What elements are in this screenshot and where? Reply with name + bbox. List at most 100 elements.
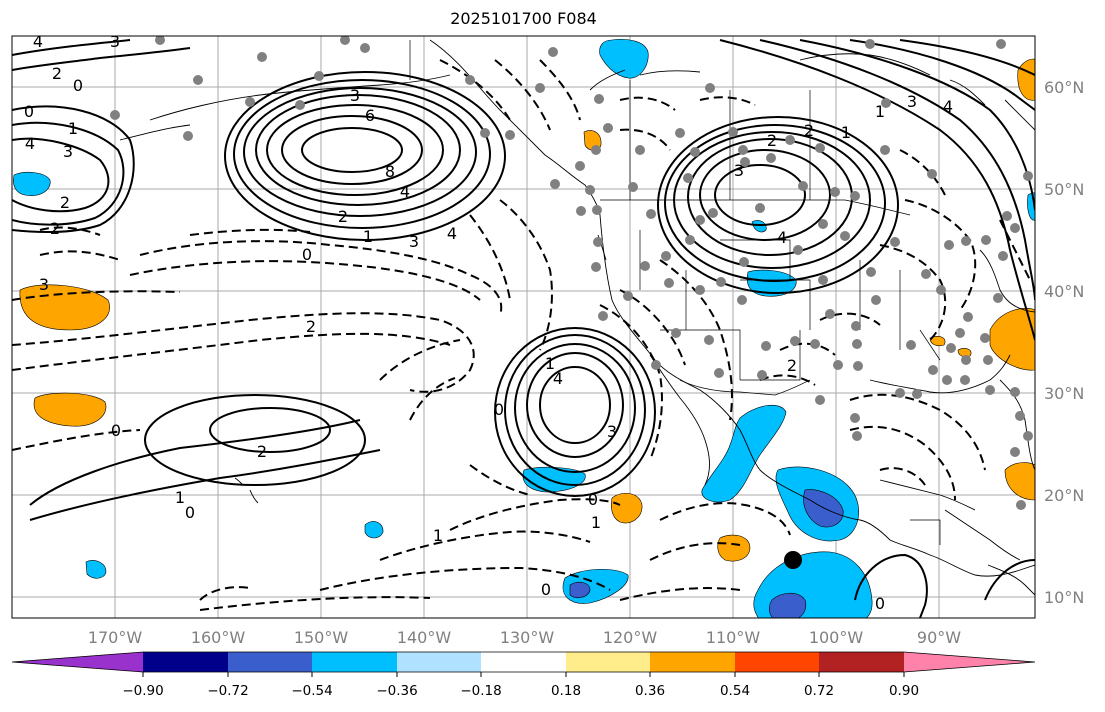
contour-label: 0 bbox=[24, 102, 34, 121]
contour-label: 6 bbox=[365, 106, 375, 125]
contour-label: 0 bbox=[302, 245, 312, 264]
longitude-label: 90°W bbox=[917, 628, 961, 647]
colorbar-bin bbox=[12, 652, 143, 672]
latitude-label: 40°N bbox=[1044, 282, 1084, 301]
strong-negative-anomaly-area bbox=[569, 581, 591, 599]
contour-label: 1 bbox=[545, 354, 555, 373]
storm-center-marker bbox=[784, 551, 802, 569]
contour-label: 4 bbox=[33, 32, 43, 51]
longitude-label: 130°W bbox=[500, 628, 555, 647]
contour-label: 2 bbox=[50, 219, 60, 238]
contour-label: 2 bbox=[767, 131, 777, 150]
negative-anomaly-area bbox=[364, 521, 384, 539]
latitude-label: 10°N bbox=[1044, 588, 1084, 607]
contour-label: 3 bbox=[110, 32, 120, 51]
contour-label: 2 bbox=[787, 356, 797, 375]
colorbar-bin bbox=[143, 652, 228, 672]
contour-label: 4 bbox=[777, 228, 787, 247]
contour-label: 1 bbox=[175, 488, 185, 507]
contour-label: 2 bbox=[306, 317, 316, 336]
strong-negative-anomaly-area bbox=[803, 489, 844, 528]
contour-label: 4 bbox=[553, 369, 563, 388]
colorbar-tick-label: −0.18 bbox=[460, 683, 501, 699]
contour-labels: 4 3 2 0 1 0 4 3 6 8 4 2 1 0 3 4 3 2 1 3 … bbox=[24, 32, 953, 613]
contour-label: 1 bbox=[68, 119, 78, 138]
contour-label: 0 bbox=[185, 503, 195, 522]
negative-anomaly-area bbox=[599, 39, 649, 79]
colorbar-bin bbox=[735, 652, 819, 672]
contour-label: 2 bbox=[60, 193, 70, 212]
contour-label: 0 bbox=[541, 580, 551, 599]
colorbar-bin bbox=[481, 652, 566, 672]
longitude-label: 140°W bbox=[397, 628, 452, 647]
longitude-label: 120°W bbox=[603, 628, 658, 647]
colorbar-bin bbox=[650, 652, 735, 672]
colorbar-tick-label: 0.54 bbox=[720, 683, 750, 699]
contour-label: 1 bbox=[363, 227, 373, 246]
contour-label: 4 bbox=[943, 97, 953, 116]
contour-label: 0 bbox=[494, 400, 504, 419]
longitude-axis: 170°W 160°W 150°W 140°W 130°W 120°W 110°… bbox=[88, 628, 961, 647]
negative-anomaly-area bbox=[751, 220, 767, 233]
positive-anomaly-area bbox=[610, 492, 643, 524]
contour-label: 2 bbox=[257, 442, 267, 461]
contour-label: 4 bbox=[447, 224, 457, 243]
contour-label: 1 bbox=[875, 102, 885, 121]
contour-label: 1 bbox=[841, 123, 851, 142]
colorbar-tick-label: 0.18 bbox=[551, 683, 581, 699]
positive-anomaly-area bbox=[33, 392, 107, 427]
positive-anomaly-area bbox=[957, 348, 972, 358]
contour-label: 2 bbox=[52, 64, 62, 83]
longitude-label: 170°W bbox=[88, 628, 143, 647]
strong-negative-anomaly-area bbox=[769, 592, 807, 618]
station-markers bbox=[110, 36, 1033, 510]
longitude-label: 110°W bbox=[706, 628, 761, 647]
latitude-label: 50°N bbox=[1044, 180, 1084, 199]
contour-lines-negative bbox=[12, 59, 1031, 611]
longitude-label: 150°W bbox=[294, 628, 349, 647]
colorbar-tick-label: 0.72 bbox=[804, 683, 834, 699]
contour-label: 1 bbox=[591, 513, 601, 532]
map-title: 2025101700 F084 bbox=[450, 9, 597, 28]
contour-lines bbox=[12, 39, 1035, 618]
negative-anomaly-area bbox=[13, 171, 51, 196]
colorbar-bin bbox=[312, 652, 397, 672]
contour-label: 0 bbox=[588, 490, 598, 509]
contour-label: 4 bbox=[400, 182, 410, 201]
colorbar-bin bbox=[819, 652, 904, 672]
map-panel: 4 3 2 0 1 0 4 3 6 8 4 2 1 0 3 4 3 2 1 3 … bbox=[11, 32, 1036, 619]
contour-label: 4 bbox=[25, 134, 35, 153]
colorbar-tick-label: −0.72 bbox=[207, 683, 248, 699]
colorbar-bin bbox=[228, 652, 312, 672]
latitude-label: 60°N bbox=[1044, 78, 1084, 97]
colorbar-tick-label: 0.90 bbox=[889, 683, 919, 699]
latitude-axis: 60°N 50°N 40°N 30°N 20°N 10°N bbox=[1044, 78, 1084, 607]
contour-label: 8 bbox=[385, 162, 395, 181]
negative-anomaly-area bbox=[701, 404, 787, 503]
contour-label: 2 bbox=[338, 207, 348, 226]
contour-label: 3 bbox=[734, 161, 744, 180]
positive-anomaly-area bbox=[929, 336, 946, 347]
latitude-label: 30°N bbox=[1044, 384, 1084, 403]
contour-label: 3 bbox=[350, 86, 360, 105]
colorbar-tick-label: 0.36 bbox=[635, 683, 665, 699]
contour-label: 0 bbox=[875, 594, 885, 613]
longitude-label: 160°W bbox=[191, 628, 246, 647]
colorbar-tick-label: −0.36 bbox=[376, 683, 417, 699]
colorbar-bin bbox=[397, 652, 481, 672]
positive-anomaly-area bbox=[717, 534, 751, 562]
contour-label: 3 bbox=[63, 142, 73, 161]
coastlines bbox=[119, 39, 1035, 596]
contour-label: 3 bbox=[39, 275, 49, 294]
positive-anomaly-area bbox=[989, 307, 1035, 371]
contour-label: 1 bbox=[433, 526, 443, 545]
contour-label: 0 bbox=[73, 76, 83, 95]
colorbar-tick-label: −0.54 bbox=[291, 683, 332, 699]
map-frame bbox=[11, 35, 1036, 619]
colorbar-bin bbox=[566, 652, 650, 672]
colorbar-bin bbox=[904, 652, 1035, 672]
longitude-label: 100°W bbox=[809, 628, 864, 647]
negative-anomaly-area bbox=[85, 560, 107, 579]
contour-label: 3 bbox=[907, 92, 917, 111]
